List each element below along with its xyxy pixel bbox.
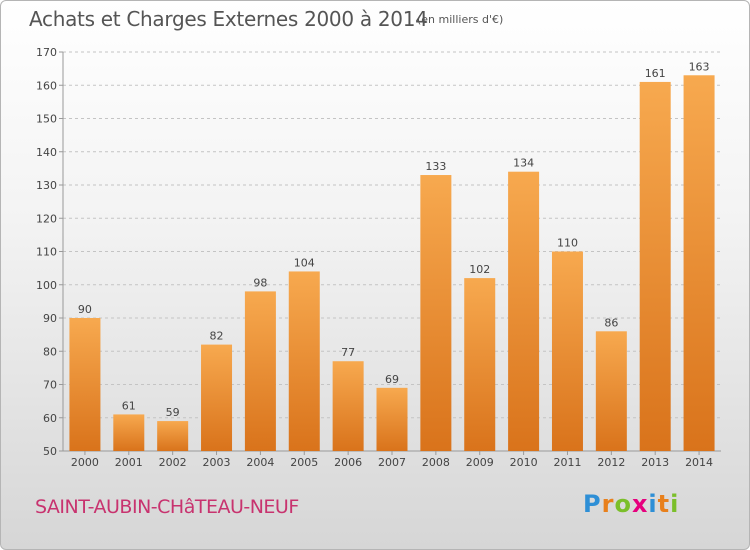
bar: [376, 387, 408, 451]
y-tick-label: 170: [36, 46, 57, 59]
data-label: 163: [689, 60, 710, 73]
bar: [113, 414, 145, 451]
y-tick-label: 150: [36, 113, 57, 126]
bar: [332, 361, 364, 451]
data-label: 59: [166, 406, 180, 419]
x-tick-label: 2002: [159, 456, 187, 469]
x-tick-label: 2011: [553, 456, 581, 469]
x-tick-label: 2014: [685, 456, 713, 469]
data-label: 102: [469, 263, 490, 276]
bar: [508, 171, 540, 451]
chart-subtitle: (en milliers d'€): [417, 13, 504, 26]
x-tick-label: 2003: [203, 456, 231, 469]
bar: [244, 291, 276, 451]
logo-letter: r: [601, 490, 615, 518]
bar: [288, 271, 320, 451]
place-name: SAINT-AUBIN-CHâTEAU-NEUF: [35, 496, 299, 518]
proxiti-logo: Proxiti: [583, 490, 679, 518]
x-tick-label: 2013: [641, 456, 669, 469]
logo-letter: t: [657, 490, 671, 518]
logo-letter: x: [631, 490, 649, 518]
data-label: 110: [557, 237, 578, 250]
y-tick-label: 90: [43, 312, 57, 325]
x-tick-label: 2012: [597, 456, 625, 469]
x-tick-label: 2005: [290, 456, 318, 469]
x-tick-label: 2008: [422, 456, 450, 469]
logo-letter: o: [614, 490, 632, 518]
y-tick-label: 160: [36, 79, 57, 92]
y-tick-label: 120: [36, 212, 57, 225]
y-tick-label: 110: [36, 246, 57, 259]
y-tick-label: 130: [36, 179, 57, 192]
data-label: 61: [122, 399, 136, 412]
data-label: 161: [645, 67, 666, 80]
logo-letter: i: [648, 490, 658, 518]
bar: [157, 421, 189, 451]
y-tick-label: 70: [43, 379, 57, 392]
x-tick-label: 2006: [334, 456, 362, 469]
bar: [595, 331, 627, 451]
data-label: 134: [513, 157, 534, 170]
data-label: 82: [210, 330, 224, 343]
y-tick-label: 50: [43, 445, 57, 458]
y-tick-label: 60: [43, 412, 57, 425]
y-tick-label: 80: [43, 345, 57, 358]
x-tick-label: 2009: [466, 456, 494, 469]
x-tick-label: 2004: [246, 456, 274, 469]
data-label: 86: [604, 316, 618, 329]
bar: [69, 318, 101, 451]
x-tick-label: 2000: [71, 456, 99, 469]
bar: [683, 75, 715, 452]
data-label: 77: [341, 346, 355, 359]
logo-letter: P: [583, 490, 602, 518]
x-tick-label: 2001: [115, 456, 143, 469]
x-tick-label: 2010: [510, 456, 538, 469]
chart-title: Achats et Charges Externes 2000 à 2014: [29, 7, 428, 31]
data-label: 133: [425, 160, 446, 173]
x-tick-label: 2007: [378, 456, 406, 469]
data-label: 104: [294, 256, 315, 269]
data-label: 98: [253, 276, 267, 289]
bar: [639, 81, 671, 452]
y-tick-label: 140: [36, 146, 57, 159]
bar: [201, 344, 233, 451]
bar: [551, 251, 583, 451]
bar: [420, 175, 452, 451]
bar: [464, 278, 496, 451]
y-tick-label: 100: [36, 279, 57, 292]
data-label: 90: [78, 303, 92, 316]
data-label: 69: [385, 373, 399, 386]
logo-letter: i: [670, 490, 680, 518]
